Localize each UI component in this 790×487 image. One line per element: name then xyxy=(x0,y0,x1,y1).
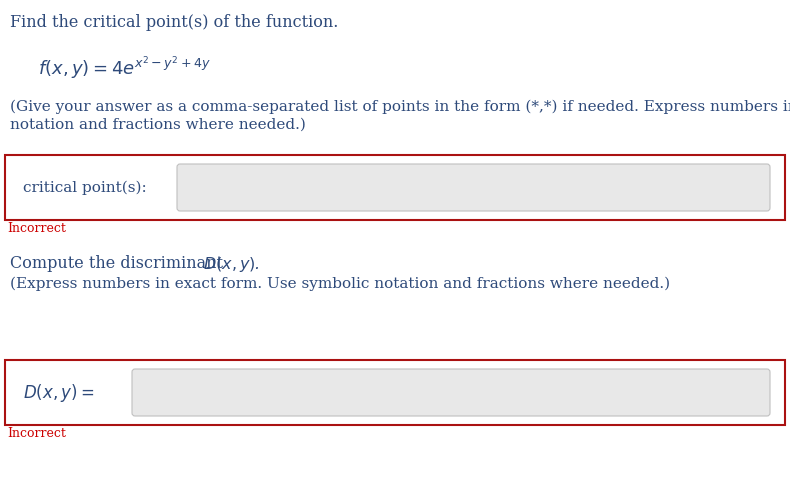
Text: (Express numbers in exact form. Use symbolic notation and fractions where needed: (Express numbers in exact form. Use symb… xyxy=(10,277,670,291)
Text: $D(x, y)$.: $D(x, y)$. xyxy=(203,255,260,274)
FancyBboxPatch shape xyxy=(177,164,770,211)
Bar xyxy=(5,360,785,425)
Text: $f(x, y) = 4e^{x^2-y^2+4y}$: $f(x, y) = 4e^{x^2-y^2+4y}$ xyxy=(38,54,211,81)
Text: Incorrect: Incorrect xyxy=(7,222,66,235)
FancyBboxPatch shape xyxy=(132,369,770,416)
Text: Compute the discriminant: Compute the discriminant xyxy=(10,255,228,272)
Text: Find the critical point(s) of the function.: Find the critical point(s) of the functi… xyxy=(10,14,338,31)
Text: notation and fractions where needed.): notation and fractions where needed.) xyxy=(10,118,306,132)
Text: Incorrect: Incorrect xyxy=(7,427,66,440)
Text: $D(x, y) =$: $D(x, y) =$ xyxy=(23,381,94,404)
Text: critical point(s):: critical point(s): xyxy=(23,180,147,195)
Bar xyxy=(5,155,785,220)
Text: (Give your answer as a comma-separated list of points in the form (*,*) if neede: (Give your answer as a comma-separated l… xyxy=(10,100,790,114)
